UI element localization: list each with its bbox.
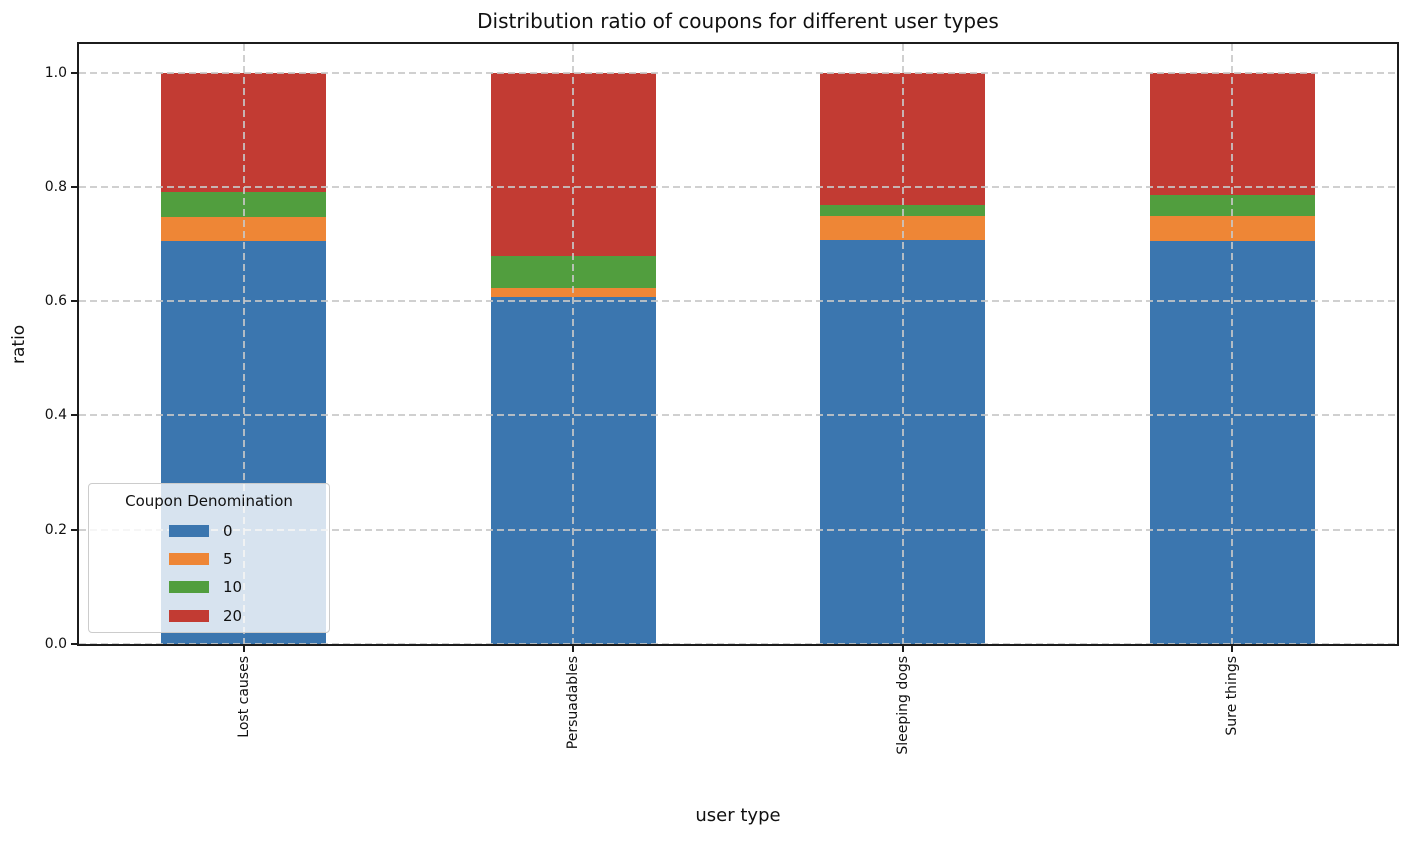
y-tick-label-0.2: 0.2 <box>44 521 67 538</box>
legend-title: Coupon Denomination <box>125 492 293 510</box>
y-tick-label-0.6: 0.6 <box>44 293 67 310</box>
gridline-vertical-sleeping-dogs <box>901 44 904 644</box>
y-tick-0.6 <box>71 300 79 303</box>
gridline-vertical-persuadables <box>572 44 575 644</box>
legend-swatch-denom-20 <box>169 609 209 622</box>
legend-entry-label: 0 <box>223 522 233 540</box>
x-tick-label-lost-causes: Lost causes <box>235 656 252 738</box>
legend-entry-label: 5 <box>223 550 233 569</box>
gridline-horizontal-0.8 <box>79 185 1397 188</box>
y-tick-0.0 <box>71 643 79 645</box>
y-tick-label-1.0: 1.0 <box>44 64 67 81</box>
legend-row-denom-5: 5 <box>169 545 233 573</box>
x-tick-label-sleeping-dogs: Sleeping dogs <box>894 656 911 755</box>
legend-row-denom-10: 10 <box>169 573 242 601</box>
legend-entry-label: 20 <box>223 606 243 625</box>
legend-entry-label: 10 <box>223 578 243 597</box>
y-axis-label: ratio <box>9 324 29 364</box>
x-tick-persuadables <box>572 644 575 652</box>
y-tick-0.8 <box>71 185 79 188</box>
legend-swatch-denom-0 <box>169 525 209 537</box>
gridline-horizontal-1.0 <box>79 71 1397 74</box>
y-tick-0.2 <box>71 528 79 531</box>
x-tick-label-persuadables: Persuadables <box>565 656 582 750</box>
y-tick-1.0 <box>71 71 79 74</box>
gridline-vertical-lost-causes <box>242 44 245 644</box>
y-tick-0.4 <box>71 414 79 417</box>
gridline-horizontal-0.2 <box>79 528 1397 531</box>
x-tick-sure-things <box>1231 644 1234 652</box>
y-tick-label-0.0: 0.0 <box>44 636 67 652</box>
x-tick-sleeping-dogs <box>901 644 904 652</box>
legend: Coupon Denomination 0 5 10 20 <box>88 483 330 633</box>
x-tick-label-sure-things: Sure things <box>1224 656 1241 736</box>
y-tick-label-0.4: 0.4 <box>44 407 67 424</box>
x-axis-label: user type <box>695 805 781 826</box>
gridline-horizontal-0.4 <box>79 414 1397 417</box>
gridline-vertical-sure-things <box>1231 44 1234 644</box>
legend-row-denom-20: 20 <box>169 602 242 630</box>
y-tick-label-0.8: 0.8 <box>44 178 67 195</box>
legend-row-denom-0: 0 <box>169 517 233 545</box>
gridline-horizontal-0.6 <box>79 300 1397 303</box>
legend-swatch-denom-10 <box>169 581 209 594</box>
x-tick-lost-causes <box>242 644 245 652</box>
chart-title: Distribution ratio of coupons for differ… <box>477 9 999 33</box>
legend-swatch-denom-5 <box>169 553 209 566</box>
gridline-horizontal-0.0 <box>79 643 1397 645</box>
